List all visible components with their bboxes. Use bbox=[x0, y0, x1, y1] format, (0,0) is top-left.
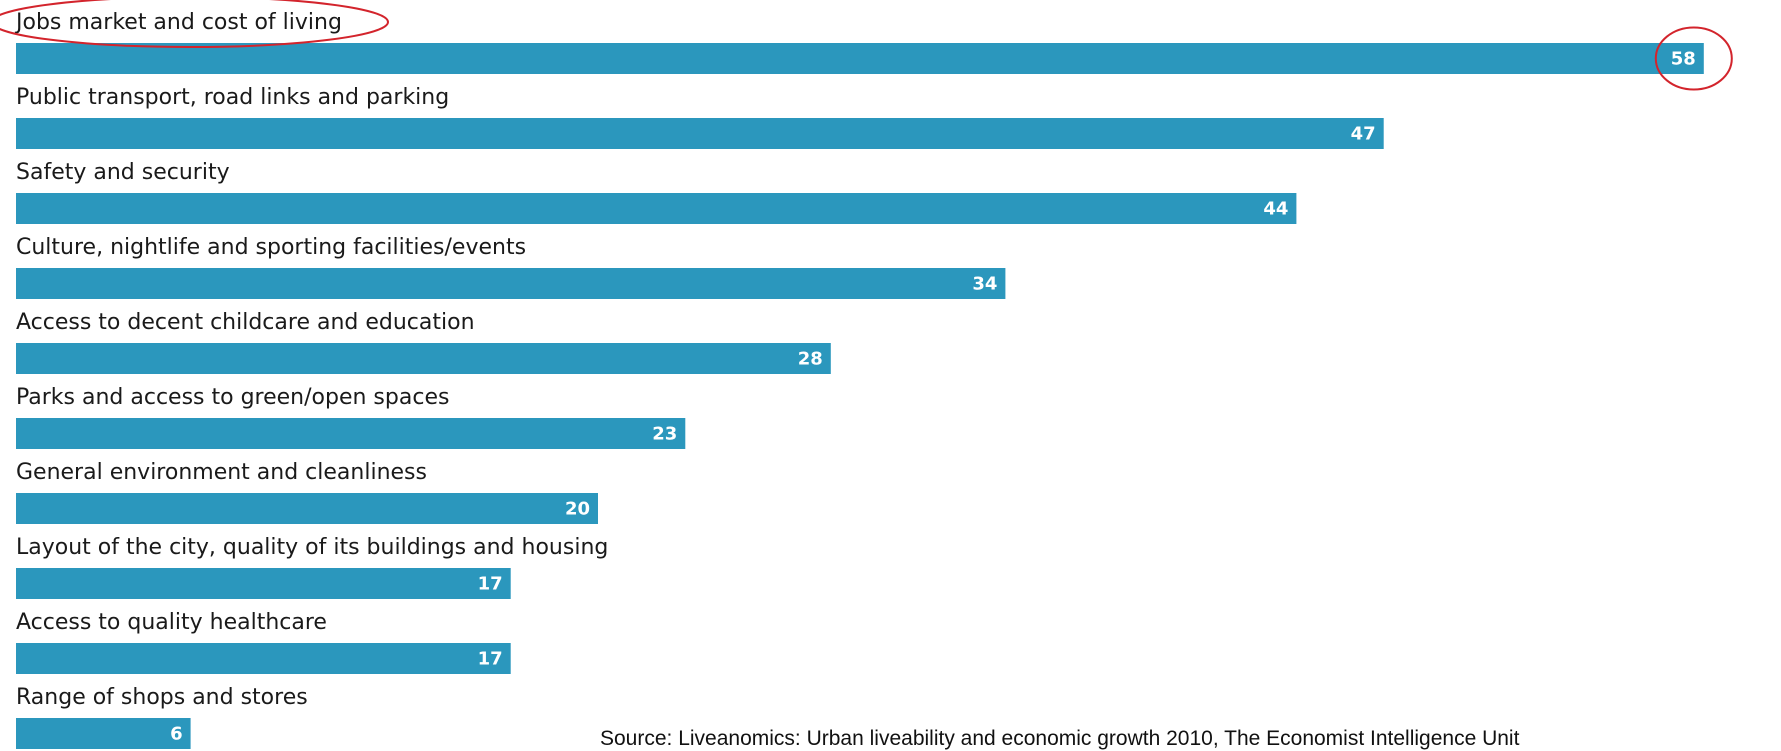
value-label: 20 bbox=[565, 499, 590, 520]
value-label: 44 bbox=[1263, 199, 1288, 220]
bar bbox=[16, 643, 511, 674]
value-label: 6 bbox=[170, 724, 183, 745]
bar bbox=[16, 418, 686, 449]
category-label: Access to decent childcare and education bbox=[16, 310, 475, 335]
bar bbox=[16, 343, 831, 374]
bar bbox=[16, 568, 511, 599]
category-label: General environment and cleanliness bbox=[16, 460, 427, 485]
value-label: 17 bbox=[478, 574, 503, 595]
category-label: Parks and access to green/open spaces bbox=[16, 385, 449, 410]
bar bbox=[16, 193, 1297, 224]
highlight-ellipse-label bbox=[0, 0, 389, 48]
bar bbox=[16, 493, 598, 524]
category-label: Range of shops and stores bbox=[16, 685, 308, 710]
category-label: Jobs market and cost of living bbox=[14, 10, 342, 35]
value-label: 17 bbox=[478, 649, 503, 670]
value-label: 34 bbox=[972, 274, 997, 295]
category-label: Safety and security bbox=[16, 160, 230, 185]
category-label: Access to quality healthcare bbox=[16, 610, 327, 635]
value-label: 23 bbox=[652, 424, 677, 445]
bar bbox=[16, 43, 1704, 74]
category-label: Culture, nightlife and sporting faciliti… bbox=[16, 235, 526, 260]
value-label: 47 bbox=[1351, 124, 1376, 145]
highlight-ellipse-value bbox=[1654, 26, 1733, 91]
value-label: 28 bbox=[798, 349, 823, 370]
value-label: 58 bbox=[1671, 49, 1696, 70]
category-label: Public transport, road links and parking bbox=[16, 85, 449, 110]
category-label: Layout of the city, quality of its build… bbox=[16, 535, 608, 560]
bar bbox=[16, 268, 1006, 299]
bar bbox=[16, 718, 191, 749]
source-note: Source: Liveanomics: Urban liveability a… bbox=[600, 727, 1520, 750]
bar bbox=[16, 118, 1384, 149]
